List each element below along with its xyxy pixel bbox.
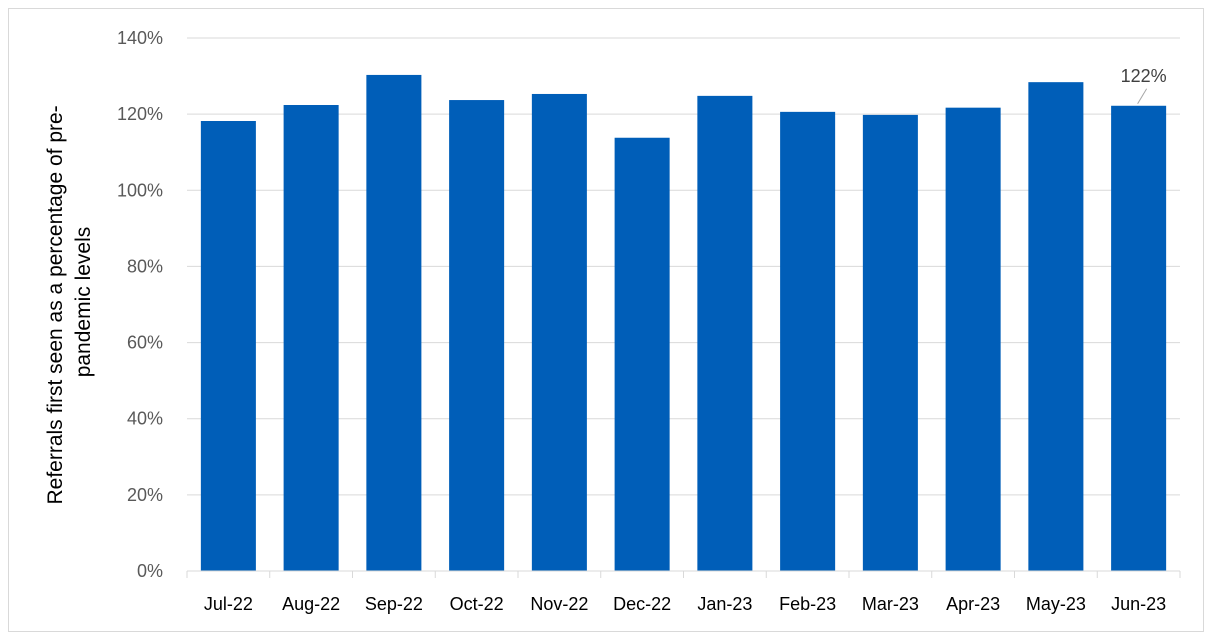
y-tick-label: 140% (117, 28, 163, 48)
data-labels: 122% (1121, 66, 1167, 105)
y-tick-label: 80% (127, 256, 163, 276)
x-tick-label: Oct-22 (450, 594, 504, 614)
bar (862, 114, 918, 571)
bar (200, 120, 256, 571)
y-tick-label: 100% (117, 180, 163, 200)
y-axis-tick-labels: 0% 20% 40% 60% 80% 100% 120% 140% (117, 28, 163, 581)
x-axis (186, 570, 1181, 578)
data-label-leader-line (1137, 88, 1148, 105)
bar (449, 100, 505, 571)
x-tick-label: Jan-23 (697, 594, 752, 614)
x-tick-label: Mar-23 (862, 594, 919, 614)
bar (614, 137, 670, 572)
bars (200, 74, 1167, 572)
y-axis-title-line-2: pandemic levels (72, 227, 95, 378)
x-tick-label: Dec-22 (613, 594, 671, 614)
x-tick-label: Sep-22 (365, 594, 423, 614)
bar (531, 93, 587, 571)
x-axis-tick-labels: Jul-22 Aug-22 Sep-22 Oct-22 Nov-22 Dec-22 Jan-… (204, 594, 1166, 614)
x-tick-label: Jul-22 (204, 594, 253, 614)
y-tick-label: 0% (137, 561, 163, 581)
bar (945, 107, 1001, 571)
bar (366, 74, 422, 571)
x-tick-label: Jun-23 (1111, 594, 1166, 614)
bar (780, 111, 836, 571)
x-tick-label: Feb-23 (779, 594, 836, 614)
y-axis-title-line-1: Referrals first seen as a percentage of … (44, 105, 67, 504)
x-tick-label: Aug-22 (282, 594, 340, 614)
y-tick-label: 20% (127, 485, 163, 505)
bar (283, 105, 339, 572)
y-tick-label: 120% (117, 104, 163, 124)
x-tick-label: Nov-22 (530, 594, 588, 614)
y-axis-title: Referrals first seen as a percentage of … (44, 99, 95, 504)
x-tick-label: May-23 (1026, 594, 1086, 614)
bar (697, 95, 753, 572)
y-tick-label: 60% (127, 333, 163, 353)
y-tick-label: 40% (127, 409, 163, 429)
x-tick-label: Apr-23 (946, 594, 1000, 614)
bar (1028, 82, 1084, 572)
gridlines (187, 37, 1180, 496)
bar (1111, 105, 1167, 571)
data-label: 122% (1121, 66, 1167, 86)
